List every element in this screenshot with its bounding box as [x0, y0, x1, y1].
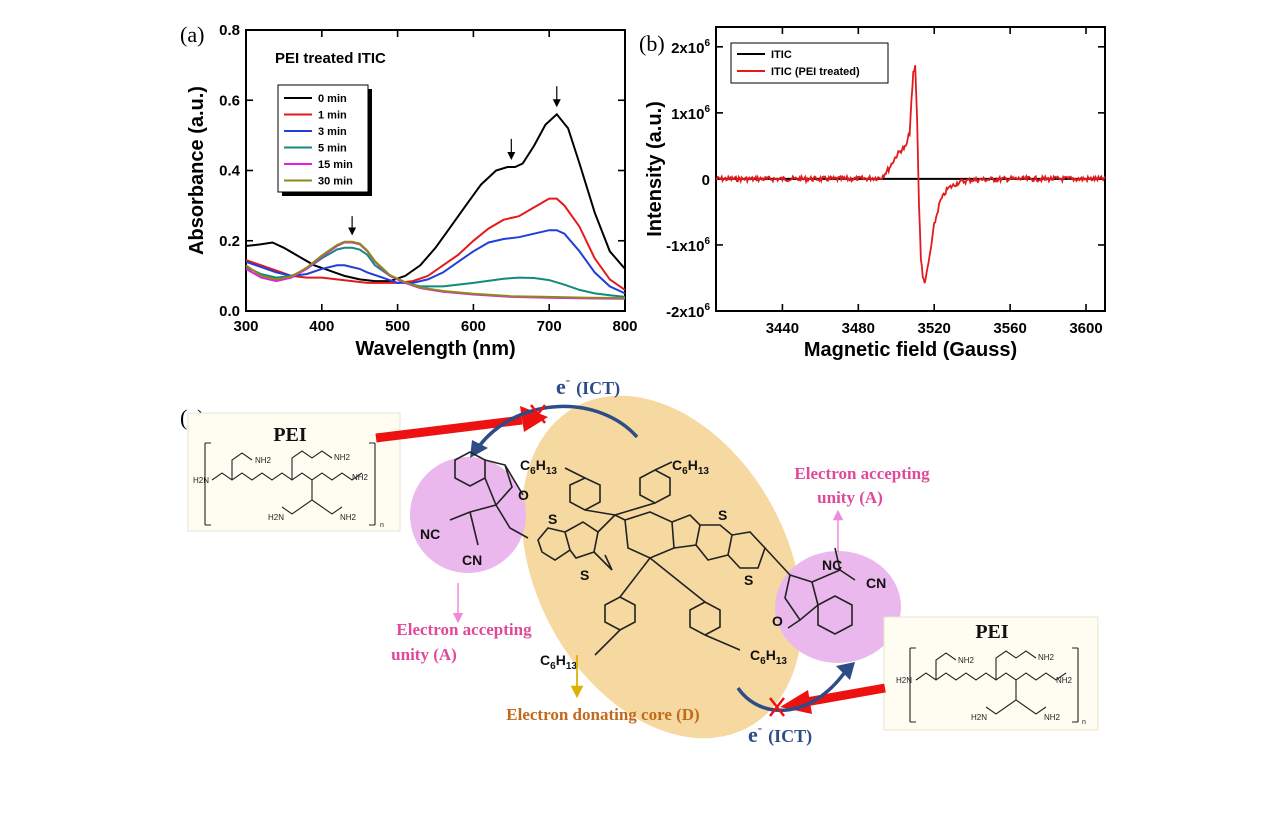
legend-label-a-0: 0 min: [318, 93, 347, 105]
x-tick-label-b: 3480: [842, 320, 875, 337]
svg-text:n: n: [1082, 719, 1086, 726]
svg-text:O: O: [518, 487, 529, 503]
svg-text:NH2: NH2: [1056, 676, 1073, 685]
svg-text:NH2: NH2: [1044, 713, 1061, 722]
legend-label-a-5: 30 min: [318, 176, 353, 188]
ict-arrow-top: [478, 404, 639, 447]
legend-label-b-0: ITIC: [771, 49, 792, 61]
y-tick-label-a: 0.8: [219, 22, 240, 39]
ict-label-top: e- (ICT): [556, 372, 620, 399]
svg-text:NH2: NH2: [352, 473, 369, 482]
x-tick-label-a: 800: [612, 318, 637, 335]
chart-epr: 3440 3480 3520 3560 3600 2x106 1x106 0 -1x106 -2x…: [644, 26, 1106, 361]
chart-absorbance: 300 400 500 600 700 800 0.0 0.2 0.4 0.6 0.8 Wavelen…: [186, 22, 638, 360]
x-tick-label-a: 500: [385, 318, 410, 335]
y-tick-label-b: 2x106: [671, 38, 710, 57]
acceptor-text-left-1: Electron accepting: [396, 620, 532, 639]
svg-text:NC: NC: [822, 557, 842, 573]
svg-text:NH2: NH2: [1038, 653, 1055, 662]
y-tick-label-b: 1x106: [671, 104, 710, 123]
svg-text:NC: NC: [420, 526, 440, 542]
x-tick-label-b: 3440: [766, 320, 799, 337]
legend-box-a: [277, 84, 369, 193]
pei-structure-left: [204, 442, 376, 526]
legend-label-a-4: 15 min: [318, 159, 353, 171]
pei-atoms-left: H2N NH2 NH2 NH2 H2N NH2 n: [193, 453, 384, 529]
arrow-head-a-0: [348, 227, 357, 236]
x-tick-label-b: 3520: [918, 320, 951, 337]
arrow-head-a-2: [552, 99, 561, 108]
legend-box-b: [730, 42, 889, 84]
svg-text:NH2: NH2: [340, 513, 357, 522]
pei-label-left: PEI: [273, 424, 307, 446]
annotation-a: PEI treated ITIC: [275, 50, 386, 67]
donor-text: Electron donating core (D): [506, 705, 699, 724]
y-axis-label-a: Absorbance (a.u.): [186, 86, 208, 255]
svg-text:S: S: [548, 511, 557, 527]
svg-text:NH2: NH2: [334, 453, 351, 462]
legend-label-a-3: 5 min: [318, 143, 347, 155]
panel-a-label: (a): [180, 22, 205, 47]
ict-arrow-bottom: [736, 670, 847, 713]
acceptor-text-right-2: unity (A): [817, 488, 883, 507]
y-tick-label-a: 0.4: [219, 163, 241, 180]
svg-text:S: S: [580, 567, 589, 583]
y-tick-label-b: 0: [702, 172, 710, 189]
svg-text:H2N: H2N: [896, 676, 912, 685]
x-tick-label-b: 3560: [993, 320, 1026, 337]
x-tick-label-b: 3600: [1069, 320, 1102, 337]
molecule-atom-labels: O NC CN NC CN O S S S S: [420, 487, 886, 629]
series-line-a-5: [245, 240, 626, 299]
series-line-b-1: [715, 65, 1106, 284]
x-tick-label-a: 300: [233, 318, 258, 335]
svg-text:H2N: H2N: [193, 476, 209, 485]
svg-text:H2N: H2N: [971, 713, 987, 722]
plot-frame-b: [715, 26, 1106, 312]
series-line-a-1: [245, 197, 626, 291]
svg-text:S: S: [744, 572, 753, 588]
pei-box-left: [187, 412, 401, 532]
svg-text:H2N: H2N: [268, 513, 284, 522]
x-tick-label-a: 400: [309, 318, 334, 335]
y-tick-label-a: 0.6: [219, 92, 240, 109]
x-tick-label-a: 600: [461, 318, 486, 335]
pei-structure-right: [909, 647, 1079, 723]
block-mark-top: [530, 404, 546, 424]
svg-text:NH2: NH2: [255, 456, 272, 465]
y-tick-label-a: 0.2: [219, 233, 240, 250]
ict-label-bottom: e- (ICT): [748, 720, 812, 747]
y-tick-label-b: -1x106: [666, 236, 710, 255]
legend-label-a-1: 1 min: [318, 110, 347, 122]
series-line-a-2: [245, 229, 626, 295]
pei-atoms-right: H2N NH2 NH2 NH2 H2N NH2 n: [896, 653, 1086, 726]
x-tick-label-a: 700: [537, 318, 562, 335]
panel-b-label: (b): [639, 31, 665, 56]
svg-text:CN: CN: [462, 552, 482, 568]
svg-text:S: S: [718, 507, 727, 523]
block-mark-bottom: [769, 697, 785, 717]
arrow-head-a-1: [507, 151, 516, 160]
acceptor-text-right-1: Electron accepting: [794, 464, 930, 483]
svg-text:NH2: NH2: [958, 656, 975, 665]
acceptor-region-left: [410, 457, 526, 573]
pei-label-right: PEI: [975, 621, 1009, 643]
blocked-arrow-left: [375, 415, 523, 443]
series-line-a-0: [245, 112, 626, 283]
acceptor-region-right: [775, 551, 901, 663]
legend-label-b-1: ITIC (PEI treated): [771, 66, 860, 78]
svg-text:CN: CN: [866, 575, 886, 591]
y-tick-label-a: 0.0: [219, 303, 240, 320]
x-axis-label-b: Magnetic field (Gauss): [804, 339, 1017, 361]
svg-text:n: n: [380, 522, 384, 529]
acceptor-text-left-2: unity (A): [391, 645, 457, 664]
svg-text:O: O: [772, 613, 783, 629]
y-tick-label-b: -2x106: [666, 302, 710, 321]
itic-molecule: [449, 451, 856, 656]
y-axis-label-b: Intensity (a.u.): [644, 101, 666, 237]
blocked-arrow-right-head: [780, 690, 812, 714]
legend-label-a-2: 3 min: [318, 126, 347, 138]
x-axis-label-a: Wavelength (nm): [355, 338, 515, 360]
